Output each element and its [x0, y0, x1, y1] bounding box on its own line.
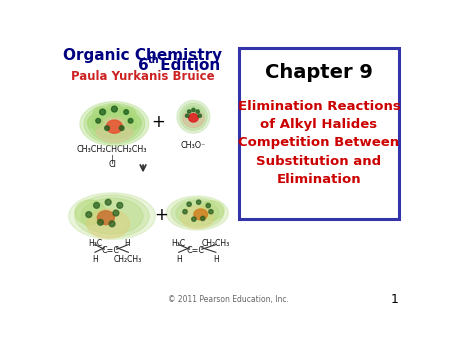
Ellipse shape [96, 117, 133, 142]
FancyBboxPatch shape [239, 48, 399, 219]
Text: Paula Yurkanis Bruice: Paula Yurkanis Bruice [71, 70, 215, 83]
Circle shape [86, 212, 92, 218]
Ellipse shape [106, 104, 122, 117]
Ellipse shape [189, 114, 198, 122]
Text: © 2011 Pearson Education, Inc.: © 2011 Pearson Education, Inc. [168, 295, 289, 304]
Ellipse shape [97, 211, 114, 224]
Text: Substitution and: Substitution and [256, 155, 382, 168]
Text: C=C: C=C [187, 246, 205, 255]
Text: Elimination: Elimination [277, 173, 361, 187]
Text: Cl: Cl [108, 160, 116, 169]
Text: H: H [125, 239, 130, 248]
Ellipse shape [87, 209, 130, 238]
Text: th: th [148, 55, 159, 65]
Ellipse shape [181, 206, 214, 228]
Circle shape [198, 114, 202, 117]
Circle shape [185, 114, 189, 117]
Text: H₃C: H₃C [171, 239, 186, 248]
Circle shape [201, 216, 205, 221]
Ellipse shape [84, 104, 145, 144]
Ellipse shape [120, 107, 136, 120]
Ellipse shape [80, 102, 149, 146]
Text: CH₂CH₃: CH₂CH₃ [113, 255, 142, 264]
Text: Elimination Reactions: Elimination Reactions [238, 99, 400, 113]
Circle shape [128, 118, 133, 123]
Circle shape [112, 106, 117, 112]
Ellipse shape [126, 116, 142, 129]
Ellipse shape [182, 106, 204, 128]
Ellipse shape [69, 193, 155, 239]
Ellipse shape [194, 209, 207, 220]
Text: |: | [111, 154, 113, 164]
Circle shape [183, 210, 187, 214]
Ellipse shape [171, 198, 224, 228]
Ellipse shape [200, 201, 224, 220]
Text: CH₂CH₃: CH₂CH₃ [202, 239, 230, 248]
Circle shape [187, 202, 191, 207]
Text: Chapter 9: Chapter 9 [265, 64, 373, 82]
Circle shape [117, 202, 123, 208]
Text: 1: 1 [391, 293, 399, 306]
Ellipse shape [87, 116, 104, 129]
Ellipse shape [81, 198, 143, 234]
Circle shape [192, 217, 196, 221]
Circle shape [188, 110, 191, 113]
Ellipse shape [180, 103, 207, 130]
Text: H: H [176, 255, 181, 264]
Text: +: + [154, 206, 168, 223]
Ellipse shape [183, 111, 204, 127]
Text: CH₃CH₂CHCH₂CH₃: CH₃CH₂CHCH₂CH₃ [77, 145, 147, 154]
Ellipse shape [93, 107, 109, 120]
Text: CH₃O⁻: CH₃O⁻ [181, 141, 206, 150]
Text: Edition: Edition [155, 58, 220, 73]
Ellipse shape [88, 105, 141, 142]
Circle shape [105, 126, 109, 130]
Text: Organic Chemistry: Organic Chemistry [63, 48, 223, 63]
Circle shape [96, 118, 100, 123]
Ellipse shape [177, 100, 210, 133]
Text: +: + [152, 113, 166, 131]
Text: 6: 6 [138, 58, 148, 73]
Circle shape [105, 199, 111, 205]
Ellipse shape [75, 200, 106, 224]
Circle shape [109, 221, 115, 227]
Text: H: H [213, 255, 219, 264]
Ellipse shape [75, 195, 149, 237]
Ellipse shape [166, 196, 228, 230]
Ellipse shape [92, 108, 137, 139]
Circle shape [98, 219, 104, 225]
Circle shape [197, 200, 201, 204]
Text: Competition Between: Competition Between [238, 137, 400, 149]
Circle shape [113, 210, 119, 216]
Ellipse shape [106, 120, 122, 133]
Text: C=C: C=C [102, 246, 120, 255]
Circle shape [119, 126, 124, 130]
Text: of Alkyl Halides: of Alkyl Halides [261, 118, 378, 131]
Circle shape [99, 109, 106, 115]
Circle shape [206, 203, 211, 208]
Text: H₃C: H₃C [88, 239, 102, 248]
Circle shape [124, 110, 129, 114]
Circle shape [209, 210, 213, 214]
Text: H: H [92, 255, 98, 264]
Circle shape [192, 108, 195, 112]
Circle shape [94, 202, 99, 208]
Ellipse shape [176, 200, 219, 226]
Circle shape [196, 110, 199, 113]
